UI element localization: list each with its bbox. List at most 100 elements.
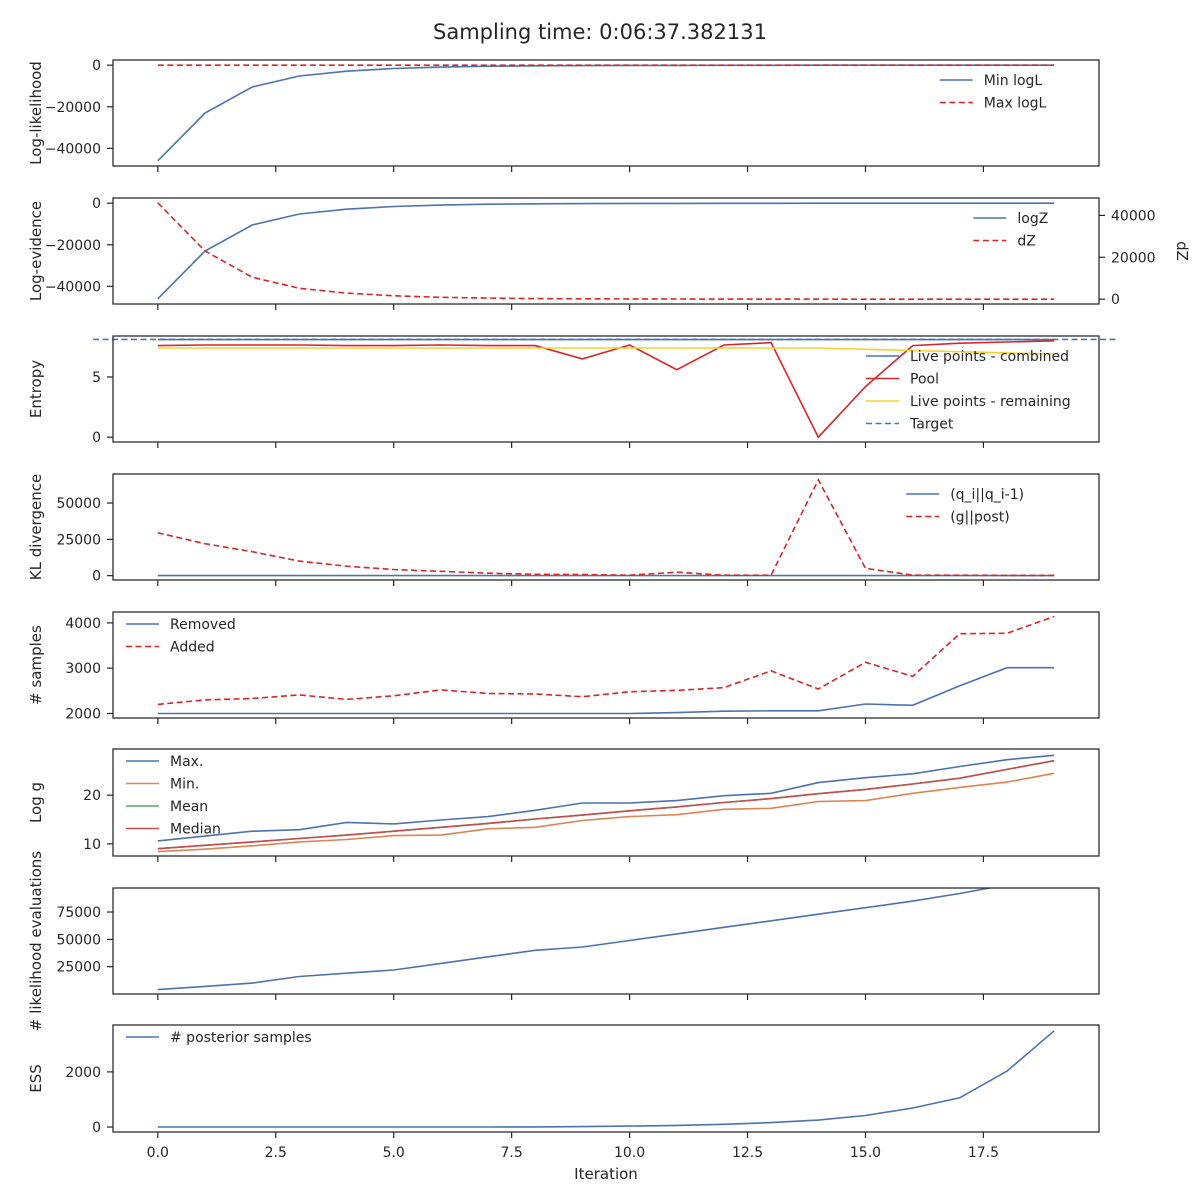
- legend-label: Live points - combined: [910, 349, 1069, 365]
- series-line-dz: [157, 202, 1055, 300]
- panel-4: 0 25000 50000 KL divergence (q_i||q_i-1) (g||…: [27, 473, 1100, 586]
- legend-label: (q_i||q_i-1): [950, 487, 1024, 503]
- y-axis-label: # likelihood evaluations: [27, 851, 45, 1031]
- y-tick-label: −40000: [45, 141, 101, 157]
- figure-title: Sampling time: 0:06:37.382131: [433, 20, 767, 44]
- axes-frame: [112, 59, 1100, 167]
- y-axis-label: Log g: [27, 782, 45, 823]
- series-line-added: [157, 615, 1055, 706]
- legend-label: Median: [170, 822, 221, 838]
- series-line-logz: [157, 202, 1055, 300]
- series-group: [157, 1030, 1055, 1128]
- y-tick-label: 0: [92, 430, 101, 446]
- y-tick-label: 0: [92, 1120, 101, 1136]
- series-line-live-points-remaining: [157, 347, 1055, 355]
- legend: Live points - combined Pool Live points - …: [866, 349, 1071, 433]
- x-tick-label: 12.5: [732, 1145, 763, 1161]
- legend: Max. Min. Mean Median: [126, 754, 221, 838]
- y-tick-label: 25000: [56, 532, 101, 548]
- x-tick-label: 2.5: [265, 1145, 287, 1161]
- legend-label: Live points - remaining: [910, 394, 1071, 410]
- legend-label: (g||post): [950, 510, 1009, 526]
- series-line-min: [157, 772, 1055, 853]
- x-tick-label: 17.5: [968, 1145, 999, 1161]
- series-group: [157, 754, 1055, 853]
- legend-label: Max logL: [984, 96, 1047, 112]
- y-tick-label: 75000: [56, 905, 101, 921]
- series-line-mean: [157, 759, 1055, 850]
- y-tick-label: 0: [92, 58, 101, 74]
- legend: Removed Added: [126, 617, 236, 656]
- y-tick-label: 4000: [65, 616, 101, 632]
- legend-label: Target: [909, 417, 954, 433]
- x-tick-label: 15.0: [850, 1145, 881, 1161]
- axes-frame: [112, 748, 1100, 857]
- y-tick-label: 25000: [56, 960, 101, 976]
- series-line-g-post: [157, 478, 1055, 577]
- legend-label: Max.: [170, 754, 203, 770]
- legend-label: Min.: [170, 777, 199, 793]
- y-tick-label: 0: [92, 196, 101, 212]
- legend: Min logL Max logL: [939, 73, 1047, 112]
- y-tick-label: −20000: [45, 100, 101, 116]
- x-tick-label: 7.5: [501, 1145, 523, 1161]
- y-tick-label: −20000: [45, 238, 101, 254]
- panel-6: 10 20 Log g Max. Min. Mean Median: [27, 748, 1100, 862]
- y-tick-label: 20: [83, 788, 101, 804]
- legend-label: # posterior samples: [170, 1030, 312, 1046]
- series-line-posterior-samples: [157, 1030, 1055, 1128]
- series-line-max: [157, 754, 1055, 842]
- axes-frame: [112, 197, 1100, 305]
- legend-label: logZ: [1017, 211, 1048, 227]
- series-group: [157, 202, 1055, 300]
- legend-label: Min logL: [984, 73, 1043, 89]
- legend-label: Mean: [170, 799, 208, 815]
- legend: (q_i||q_i-1) (g||post): [906, 487, 1024, 526]
- series-line-evaluations: [157, 888, 994, 991]
- legend: # posterior samples: [126, 1030, 312, 1046]
- panel-8: 0 2000 ESS 0.0 2.5 5.0 7.5 10.0 12.5 15.0 17.5 # po…: [27, 1024, 1100, 1161]
- series-group: [157, 64, 1055, 162]
- y-tick-label: 50000: [56, 932, 101, 948]
- series-group: [157, 478, 1055, 577]
- y2-tick-label: 40000: [1111, 208, 1156, 224]
- axes-frame: [112, 473, 1100, 581]
- series-line-median: [157, 759, 1055, 850]
- y-axis-label: Entropy: [27, 360, 45, 418]
- y-tick-label: 2000: [65, 706, 101, 722]
- series-group: [157, 615, 1055, 715]
- x-axis-label: Iteration: [574, 1165, 638, 1183]
- y-tick-label: 0: [92, 569, 101, 585]
- y2-axis-label: dZ: [1173, 241, 1191, 261]
- panel-7: 25000 50000 75000 # likelihood evaluations: [27, 851, 1100, 1031]
- y-axis-label: # samples: [27, 625, 45, 705]
- series-line-min-logl: [157, 64, 1055, 162]
- y2-tick-label: 20000: [1111, 250, 1156, 266]
- y-tick-label: 5: [92, 370, 101, 386]
- y-axis-label: Log-evidence: [27, 201, 45, 301]
- axes-frame: [112, 335, 1100, 443]
- legend-label: Added: [170, 640, 215, 656]
- y-tick-label: 3000: [65, 661, 101, 677]
- x-tick-label: 0.0: [147, 1145, 169, 1161]
- y-tick-label: 2000: [65, 1065, 101, 1081]
- y-axis-label: Log-likelihood: [27, 61, 45, 165]
- x-tick-label: 10.0: [614, 1145, 645, 1161]
- legend-label: Pool: [910, 372, 939, 388]
- x-tick-label: 5.0: [383, 1145, 405, 1161]
- y-axis-label: ESS: [27, 1064, 45, 1093]
- y-axis-label: KL divergence: [27, 474, 45, 580]
- series-group: [157, 888, 994, 991]
- legend: logZ dZ: [973, 211, 1048, 250]
- y-tick-label: 10: [83, 837, 101, 853]
- axes-frame: [112, 887, 1100, 995]
- y-tick-label: 50000: [56, 496, 101, 512]
- legend-label: Removed: [170, 617, 236, 633]
- axes-frame: [112, 1024, 1100, 1133]
- series-line-removed: [157, 666, 1055, 715]
- axes-frame: [112, 611, 1100, 719]
